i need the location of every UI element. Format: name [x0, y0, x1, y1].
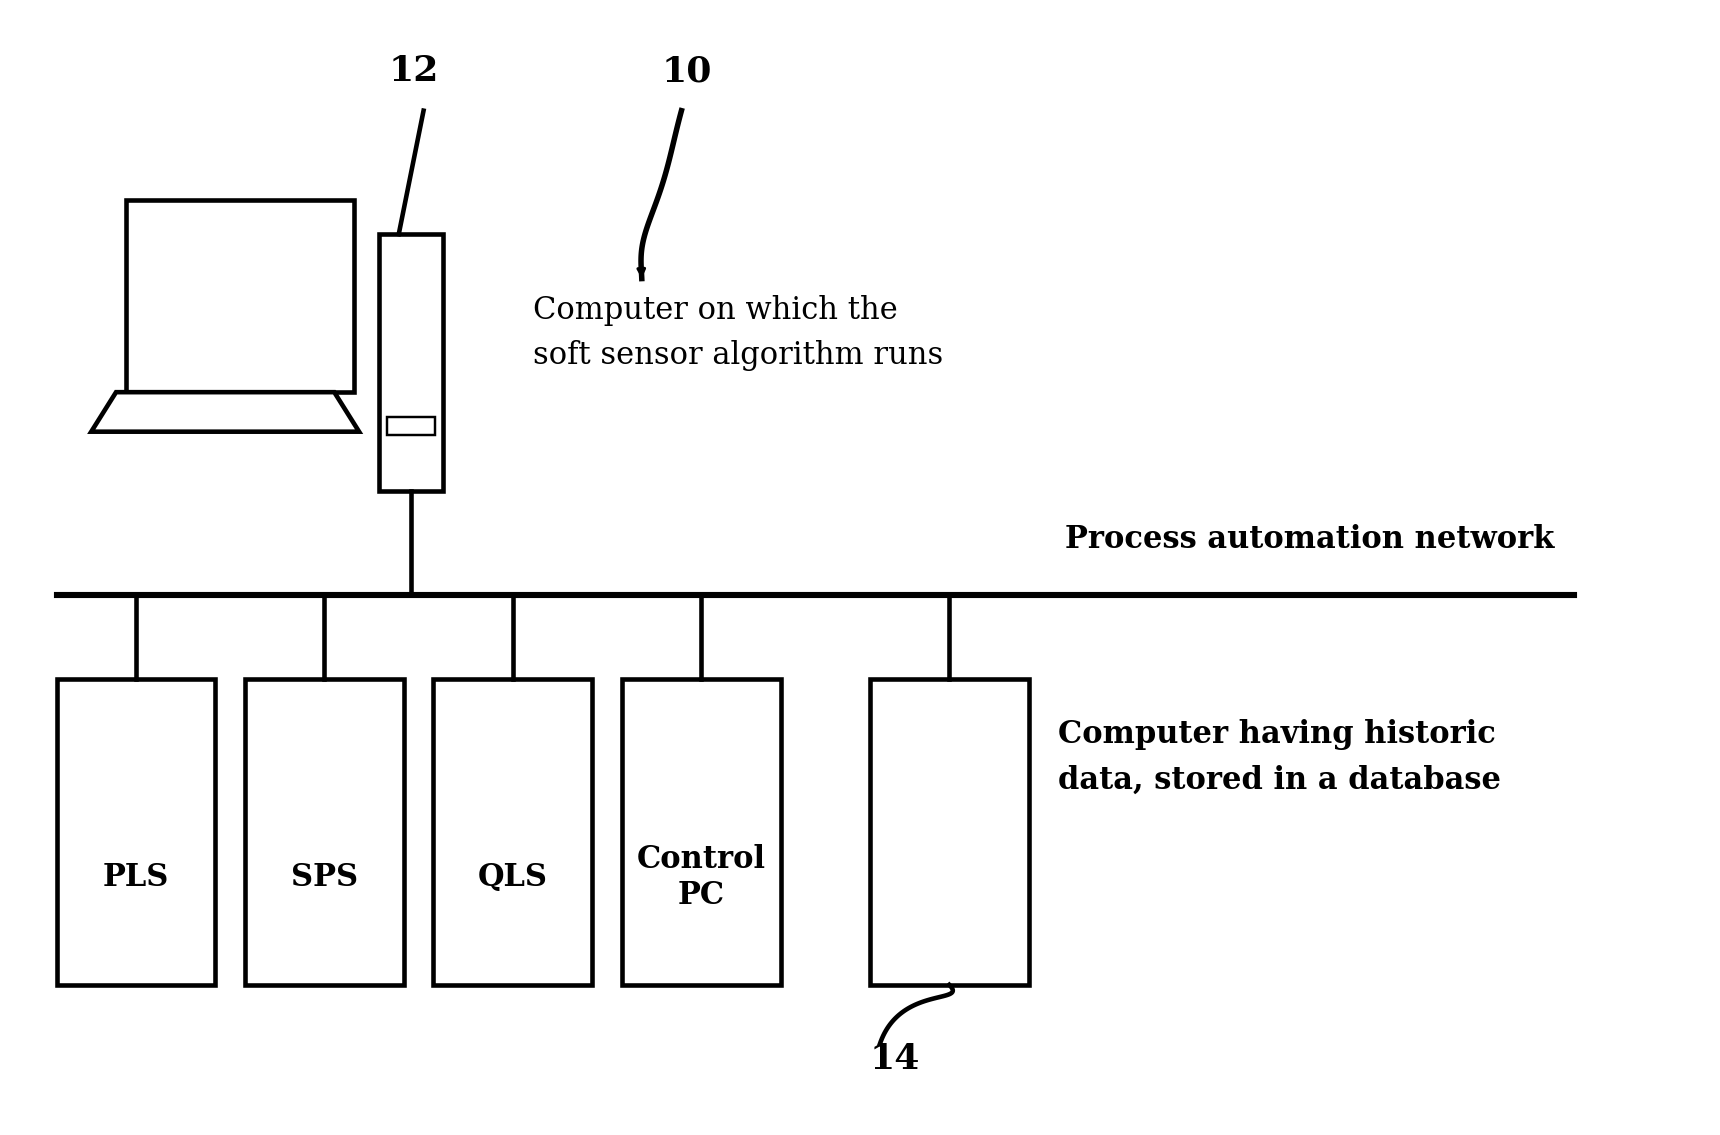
Text: 10: 10 — [660, 54, 712, 89]
Polygon shape — [91, 393, 359, 431]
Text: SPS: SPS — [291, 863, 358, 893]
Text: PLS: PLS — [103, 863, 169, 893]
Text: Process automation network: Process automation network — [1065, 524, 1555, 555]
Bar — [433, 679, 592, 985]
Bar — [870, 679, 1029, 985]
Text: 12: 12 — [389, 54, 439, 89]
Text: Computer having historic
data, stored in a database: Computer having historic data, stored in… — [1058, 720, 1502, 796]
Bar — [126, 200, 354, 393]
Text: Computer on which the
soft sensor algorithm runs: Computer on which the soft sensor algori… — [533, 295, 943, 371]
Bar — [623, 679, 781, 985]
Bar — [244, 679, 404, 985]
Text: 14: 14 — [870, 1042, 920, 1076]
Bar — [387, 417, 435, 435]
Text: Control
PC: Control PC — [636, 844, 765, 911]
Bar — [378, 234, 444, 491]
Text: QLS: QLS — [478, 863, 549, 893]
Bar — [57, 679, 215, 985]
